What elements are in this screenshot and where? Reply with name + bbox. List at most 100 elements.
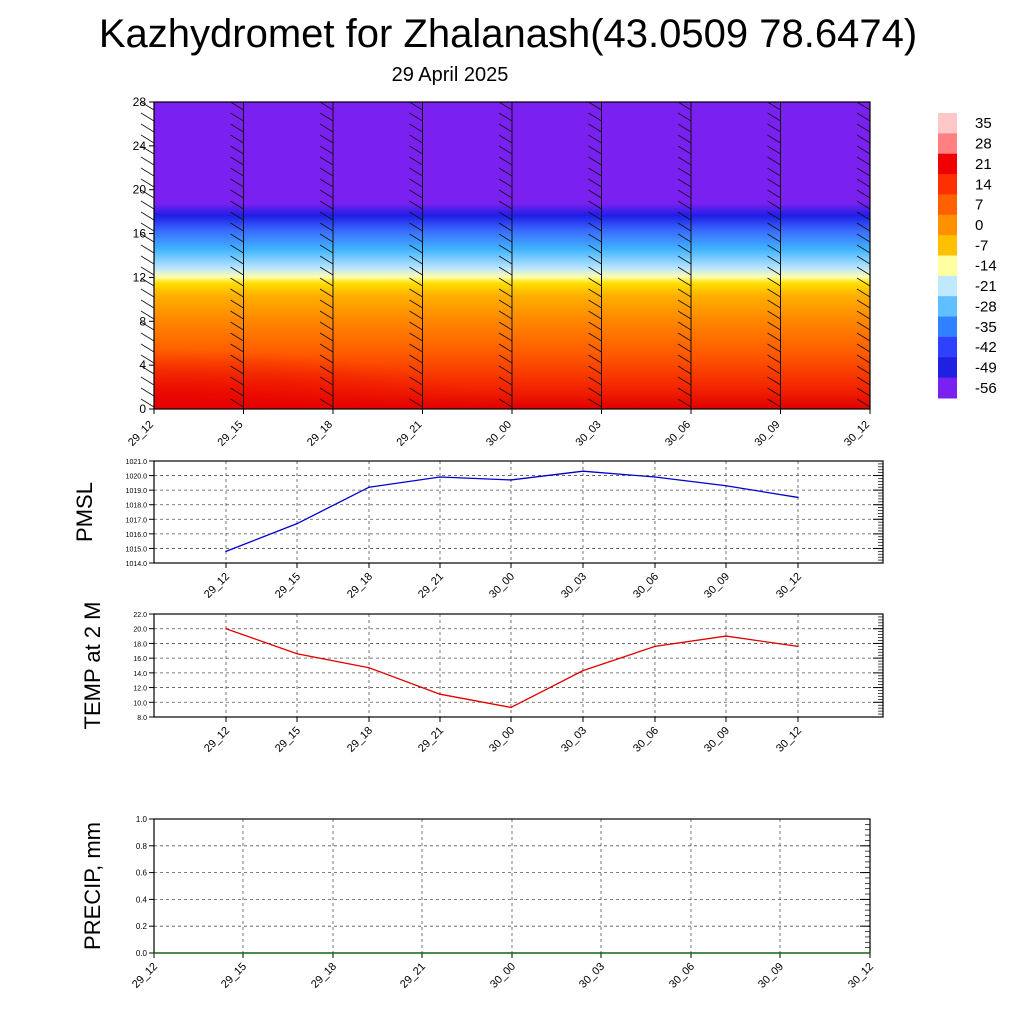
wind-barb [409, 365, 423, 375]
wind-barb [230, 387, 244, 397]
wind-barb [677, 266, 692, 276]
data-point [654, 476, 656, 478]
wind-barb [856, 233, 871, 243]
wind-barb [140, 398, 155, 408]
colorbar-label: -56 [975, 380, 997, 397]
wind-barb-column [767, 101, 781, 409]
wind-barb [498, 101, 513, 111]
colorbar-swatch [938, 377, 957, 399]
wind-barb [677, 101, 692, 111]
wind-barb [767, 376, 781, 386]
wind-barb [856, 321, 871, 331]
data-point [511, 952, 513, 954]
wind-barb [140, 112, 155, 122]
data-point [153, 952, 155, 954]
wind-barb [319, 112, 334, 122]
wind-barb [140, 156, 155, 166]
y-tick-label: 0.8 [136, 842, 148, 851]
wind-barb [409, 387, 423, 397]
wind-barb [230, 376, 244, 386]
x-tick-label: 29_12 [126, 419, 156, 449]
y-tick-label: 12.0 [133, 686, 147, 693]
wind-barb [767, 211, 781, 221]
wind-barb [498, 277, 513, 287]
wind-barb [767, 255, 781, 265]
wind-barb [856, 387, 871, 397]
data-point [296, 522, 298, 525]
x-tick-label: 29_21 [395, 419, 425, 449]
wind-barb [856, 200, 871, 210]
data-point [225, 627, 227, 630]
colorbar-label: -7 [975, 237, 988, 254]
wind-barb [767, 266, 781, 276]
y-tick-label: 8.0 [137, 715, 147, 722]
wind-barb [677, 299, 692, 309]
wind-barb [856, 299, 871, 309]
data-point [582, 669, 584, 672]
x-tick-label: 30_03 [577, 961, 607, 991]
x-tick-label: 30_00 [484, 419, 514, 449]
wind-barb [677, 376, 692, 386]
wind-barb [498, 189, 513, 199]
wind-barb [230, 145, 244, 155]
colorbar-swatch [938, 296, 957, 318]
wind-barb [140, 354, 155, 364]
wind-barb [588, 365, 602, 375]
x-tick-label: 30_12 [846, 961, 876, 991]
wind-barb [409, 277, 423, 287]
wind-barb-column [677, 101, 692, 409]
colorbar-swatch [938, 194, 957, 216]
wind-barb [588, 310, 602, 320]
wind-barb [230, 189, 244, 199]
data-point [439, 693, 441, 695]
x-tick-label: 30_12 [774, 571, 804, 601]
wind-barb [767, 398, 781, 408]
data-point [439, 476, 441, 478]
wind-barb [588, 112, 602, 122]
wind-barb [319, 211, 334, 221]
wind-barb [767, 277, 781, 287]
colorbar-swatch [938, 174, 957, 195]
wind-barb [230, 101, 244, 111]
wind-barb [140, 134, 155, 144]
y-tick-label: 0.2 [136, 922, 148, 931]
colorbar-label: -35 [975, 319, 997, 336]
wind-barb [588, 233, 602, 243]
y-tick-label: 20 [133, 183, 147, 197]
wind-barb [409, 376, 423, 386]
wind-barb [409, 299, 423, 309]
colorbar-label: 14 [975, 176, 992, 193]
wind-barb [677, 244, 692, 254]
colorbar: 35 28 21 14 7 0 -7 -14 -21 -28 -35 -42 -49 -56 [938, 113, 997, 399]
wind-barb [677, 343, 692, 353]
wind-barb [856, 244, 871, 254]
wind-barb [767, 321, 781, 331]
wind-barb [409, 255, 423, 265]
wind-barb [677, 178, 692, 188]
colorbar-label: 28 [975, 136, 992, 153]
wind-barb [856, 376, 871, 386]
wind-barb [677, 134, 692, 144]
wind-barb [409, 310, 423, 320]
wind-barb [677, 167, 692, 177]
y-tick-label: 1014.0 [126, 561, 148, 568]
wind-barb [856, 343, 871, 353]
colorbar-swatch [938, 235, 957, 256]
wind-barb [588, 376, 602, 386]
y-tick-label: 22.0 [133, 612, 147, 619]
y-tick-label: 0 [139, 402, 146, 416]
x-tick-label: 30_06 [667, 961, 697, 991]
colorbar-swatch [938, 133, 957, 155]
wind-barb [409, 156, 423, 166]
wind-barb [767, 332, 781, 342]
wind-barb [140, 145, 155, 155]
wind-barb [498, 112, 513, 122]
wind-barb [767, 244, 781, 254]
x-tick-label: 30_00 [488, 961, 518, 991]
colorbar-label: -42 [975, 339, 997, 356]
data-point [510, 479, 512, 481]
plot-frame [153, 613, 884, 718]
wind-barb [319, 134, 334, 144]
x-tick-label: 30_03 [559, 571, 589, 601]
